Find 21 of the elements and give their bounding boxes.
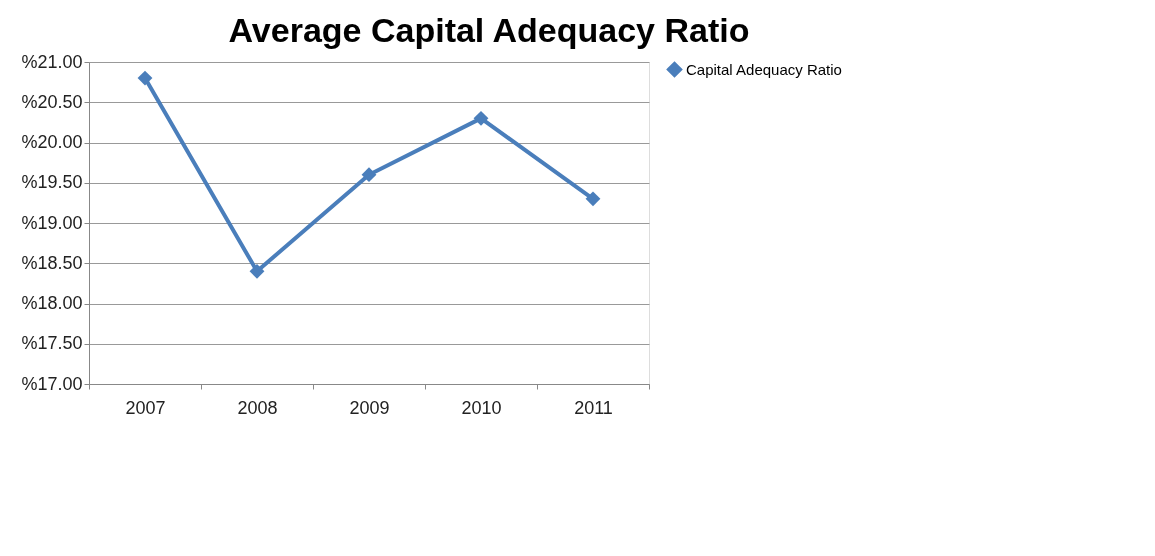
y-tick-label: %20.00: [21, 132, 83, 152]
x-tick-label: 2007: [125, 397, 166, 418]
point: [473, 110, 489, 126]
x-tick-label: 2008: [237, 397, 278, 418]
x-tick-label: 2011: [574, 397, 613, 418]
point: [137, 70, 153, 86]
y-tick-label: %17.00: [21, 373, 83, 394]
point: [249, 263, 265, 279]
y-tick-label: %17.50: [21, 333, 83, 354]
y-tick-label: %19.50: [21, 172, 83, 193]
x-tick-label: 2010: [461, 397, 502, 418]
point: [361, 167, 377, 183]
y-tick-label: %20.50: [21, 91, 83, 112]
legend-label: Capital Adequacy Ratio: [686, 60, 842, 78]
y-tick-label: %18.50: [21, 252, 83, 273]
point: [585, 191, 601, 207]
y-tick-label: %19.00: [21, 212, 83, 233]
y-tick-label: %21.00: [21, 51, 83, 72]
chart-title: Average Capital Adequacy Ratio: [228, 11, 750, 49]
y-tick-label: %18.00: [21, 293, 83, 313]
x-tick-label: 2009: [349, 397, 390, 418]
